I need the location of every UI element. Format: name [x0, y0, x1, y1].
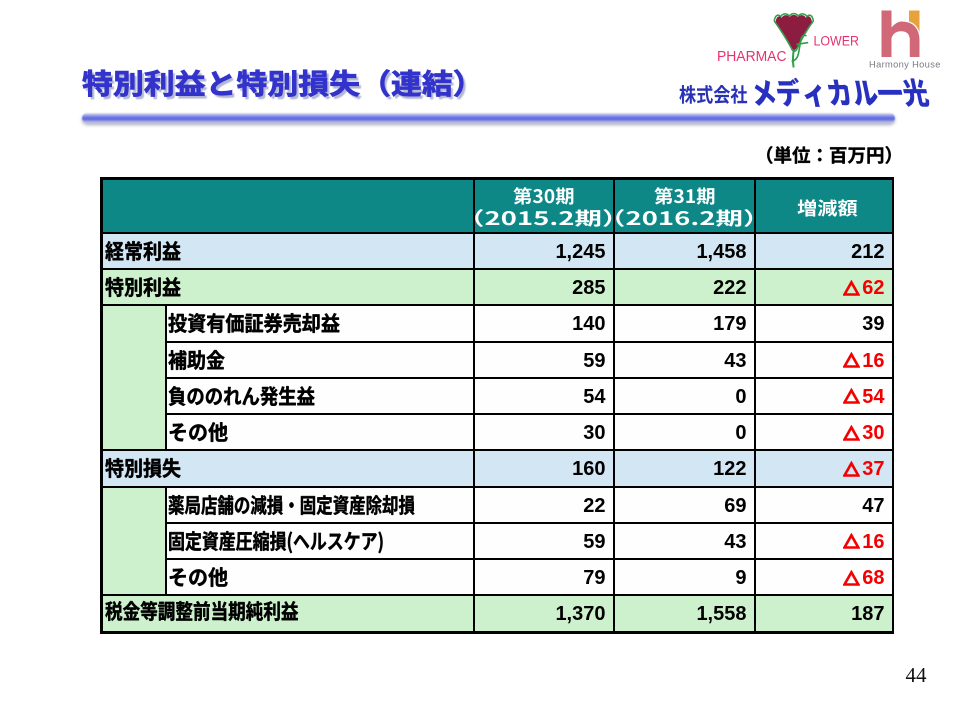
svg-text:LOWER: LOWER	[814, 34, 860, 49]
svg-text:PHARMAC: PHARMAC	[717, 49, 787, 65]
svg-text:Harmony House: Harmony House	[869, 60, 941, 70]
